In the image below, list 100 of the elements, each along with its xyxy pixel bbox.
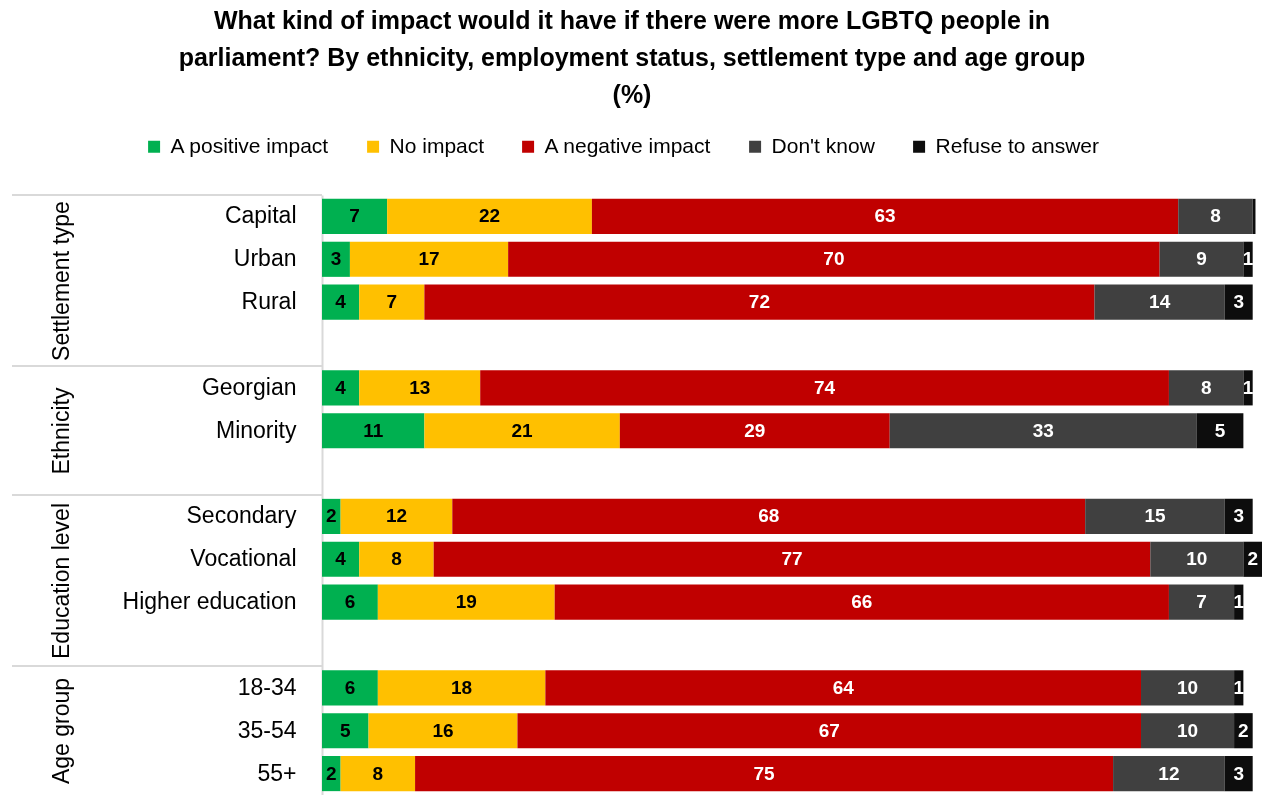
y-tick-label: Urban	[233, 245, 297, 272]
data-label: 12	[385, 505, 408, 527]
bar	[322, 198, 388, 234]
data-label: 29	[744, 419, 766, 441]
bar	[433, 541, 1151, 577]
legend-label: A positive impact	[170, 133, 329, 157]
text: Ethnicity	[48, 387, 75, 475]
bar	[322, 713, 369, 749]
bar	[322, 370, 360, 406]
bar	[322, 541, 360, 577]
bar	[619, 413, 890, 449]
bar	[480, 370, 1169, 406]
bar	[322, 413, 425, 449]
data-label: 17	[418, 248, 440, 270]
legend-label: Refuse to answer	[935, 133, 1100, 157]
bar	[554, 584, 1169, 620]
bar	[359, 541, 434, 577]
legend-label: No impact	[389, 133, 485, 157]
data-label: 72	[748, 291, 770, 313]
y-tick-label: 35-54	[237, 716, 297, 743]
data-label: 8	[1210, 205, 1221, 227]
bar	[322, 241, 350, 277]
data-label: 9	[1196, 248, 1207, 270]
data-label: 66	[851, 591, 873, 613]
y-tick-label: Higher education	[122, 588, 297, 615]
bar	[1141, 713, 1235, 749]
data-label: 3	[1233, 291, 1245, 313]
data-label: 8	[1200, 376, 1212, 398]
bar	[359, 284, 425, 320]
bar	[452, 498, 1086, 534]
bar	[508, 241, 1160, 277]
data-label: 75	[753, 762, 776, 784]
bar	[1141, 670, 1235, 706]
data-label: 67	[818, 719, 840, 741]
data-label: 2	[326, 505, 337, 527]
data-label: 2	[1238, 719, 1249, 741]
data-label: 7	[349, 205, 360, 227]
bar	[1224, 498, 1253, 534]
data-label: 5	[339, 719, 351, 741]
bar	[322, 584, 378, 620]
y-tick-label: Secondary	[186, 502, 297, 529]
data-label: 21	[511, 419, 534, 441]
bar	[368, 713, 518, 749]
bar	[1150, 541, 1244, 577]
bar	[517, 713, 1142, 749]
bar	[349, 241, 509, 277]
data-label: 15	[1144, 505, 1166, 527]
data-label: 5	[1214, 419, 1226, 441]
bar	[359, 370, 481, 406]
data-label: 3	[1233, 762, 1245, 784]
bar	[1113, 756, 1225, 792]
data-label: 7	[386, 291, 398, 313]
data-label: 4	[335, 291, 347, 313]
data-label: 8	[372, 762, 384, 784]
bar	[322, 284, 360, 320]
bar	[377, 670, 546, 706]
data-label: 3	[330, 248, 342, 270]
data-label: 12	[1158, 762, 1180, 784]
data-label: 7	[1196, 591, 1207, 613]
data-label: 68	[758, 505, 780, 527]
legend-label: A negative impact	[544, 133, 711, 157]
data-label: 10	[1176, 719, 1199, 741]
bar	[1224, 284, 1253, 320]
data-label: 10	[1176, 676, 1199, 698]
bar	[1094, 284, 1225, 320]
y-tick-label: Georgian	[201, 373, 297, 400]
data-label: 10	[1186, 548, 1208, 570]
data-label: 4	[335, 376, 347, 398]
data-label: 6	[344, 591, 356, 613]
text: Settlement type	[48, 200, 75, 361]
data-label: 11	[363, 419, 384, 441]
data-label: 18	[451, 676, 473, 698]
bar	[424, 413, 620, 449]
bar	[545, 670, 1142, 706]
data-label: 19	[455, 591, 477, 613]
data-label: 2	[1247, 548, 1258, 570]
legend-label: Don't know	[771, 133, 876, 157]
bar	[377, 584, 555, 620]
data-label: 8	[391, 548, 402, 570]
data-label: 1	[1242, 376, 1254, 398]
y-tick-label: Vocational	[190, 545, 297, 572]
bar	[424, 284, 1095, 320]
text: Education level	[48, 502, 75, 659]
bar	[1196, 413, 1244, 449]
bar	[387, 198, 592, 234]
data-label: 77	[781, 548, 803, 570]
chart-title: What kind of impact would it have if there were more LGBTQ people in parliament? By ethnicity, employment status, settlement type and age group (%)	[178, 6, 1086, 108]
bar	[415, 756, 1114, 792]
data-label: 74	[814, 376, 836, 398]
y-tick-label: Minority	[215, 416, 297, 443]
data-label: 16	[432, 719, 454, 741]
bar	[340, 498, 453, 534]
y-tick-label: Rural	[241, 288, 297, 315]
data-label: 1	[1242, 248, 1254, 270]
bar	[322, 670, 378, 706]
bar	[1085, 498, 1225, 534]
bar	[340, 756, 416, 792]
bar	[1168, 584, 1235, 620]
data-label: 4	[335, 548, 347, 570]
bar	[1168, 370, 1244, 406]
